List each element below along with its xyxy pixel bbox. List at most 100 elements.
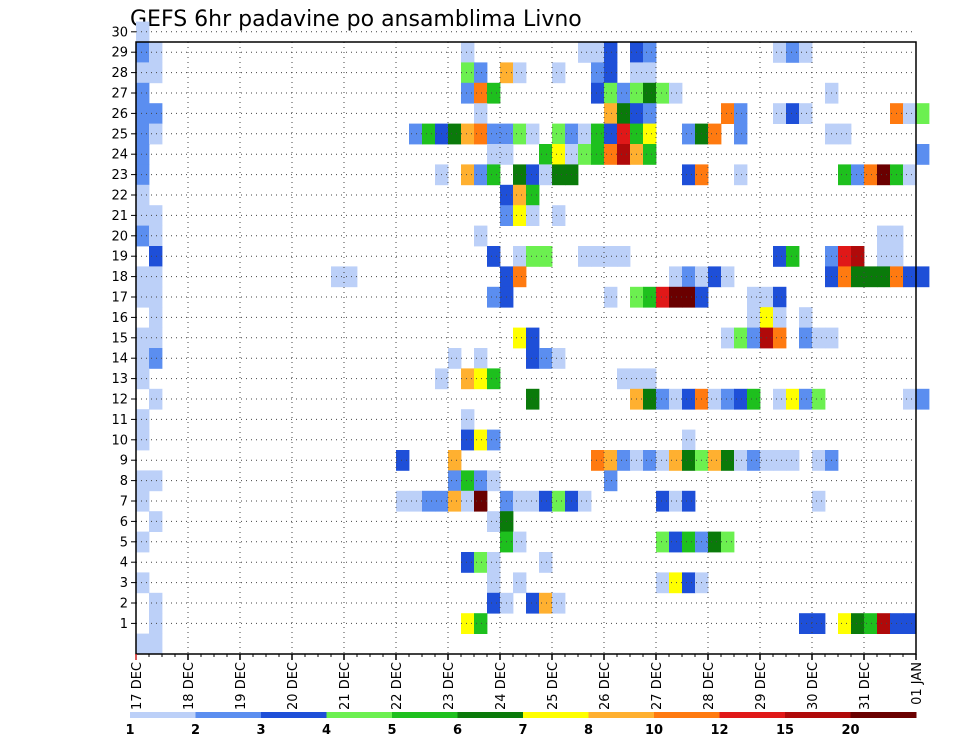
precip-cell <box>422 123 436 145</box>
precip-cell <box>149 286 163 308</box>
precip-cell <box>851 164 865 186</box>
y-tick-label: 4 <box>120 556 128 571</box>
precip-cell <box>474 348 488 369</box>
precip-cell <box>526 205 540 226</box>
precip-cell <box>916 103 930 124</box>
precip-cell <box>669 450 683 471</box>
precip-cell <box>656 490 670 512</box>
precip-cell <box>604 470 618 492</box>
precip-cell <box>682 123 696 145</box>
x-tick-label: 23 DEC <box>442 662 457 710</box>
y-axis: 1234567891011121314151617181920212223242… <box>111 25 136 632</box>
precip-cell <box>461 164 475 186</box>
precip-cell <box>149 225 163 247</box>
precip-cell <box>669 531 683 553</box>
precip-cell <box>877 613 891 634</box>
precip-cell <box>838 164 852 186</box>
precip-cell <box>903 103 917 124</box>
precip-cell <box>136 633 150 655</box>
precip-cell <box>851 613 865 634</box>
y-tick-label: 13 <box>111 372 128 387</box>
precip-cell <box>136 205 150 226</box>
y-tick-label: 23 <box>111 168 128 183</box>
precip-cell <box>149 470 163 492</box>
colorbar-segment <box>457 712 524 718</box>
precip-cell <box>708 266 722 288</box>
precip-cell <box>461 62 475 84</box>
precip-cell <box>149 123 163 145</box>
colorbar-label: 6 <box>453 723 462 738</box>
precip-cell <box>708 388 722 410</box>
precip-cell <box>643 123 657 145</box>
colorbar-segment <box>785 712 851 718</box>
precip-cell <box>487 470 501 492</box>
precip-cell <box>474 82 488 104</box>
precip-cell <box>487 164 501 186</box>
precip-cell <box>643 450 657 471</box>
precip-cell <box>643 103 657 124</box>
precip-cell <box>812 388 826 410</box>
precip-cell <box>734 164 748 186</box>
y-tick-label: 19 <box>111 250 128 265</box>
precip-cell <box>903 613 917 634</box>
precip-cell <box>812 613 826 634</box>
precip-cell <box>604 123 618 145</box>
precip-cell <box>149 246 163 267</box>
precip-cell <box>136 164 150 186</box>
precip-cell <box>916 144 930 165</box>
colorbar-segment <box>523 712 589 718</box>
precip-cell <box>786 450 800 471</box>
y-tick-label: 2 <box>120 597 128 612</box>
precip-cell <box>136 348 150 369</box>
precip-cell <box>474 368 488 390</box>
colorbar-segment <box>195 712 262 718</box>
precip-cell <box>136 103 150 124</box>
precip-cell <box>799 307 813 328</box>
precip-cell <box>656 82 670 104</box>
precip-cell <box>578 144 592 165</box>
precip-cell <box>461 123 475 145</box>
precip-cell <box>786 42 800 63</box>
precip-cell <box>344 266 358 288</box>
precip-cell <box>474 613 488 634</box>
y-tick-label: 17 <box>111 291 128 306</box>
precip-cell <box>669 286 683 308</box>
precip-cell <box>396 450 410 471</box>
precip-cell <box>747 388 761 410</box>
precip-cell <box>409 123 423 145</box>
colorbar-segment <box>654 712 720 718</box>
precip-cell <box>461 368 475 390</box>
precip-cell <box>526 184 540 206</box>
precip-cell <box>474 164 488 186</box>
precip-cell <box>604 144 618 165</box>
colorbar-label: 12 <box>710 723 728 738</box>
y-tick-label: 24 <box>111 148 128 163</box>
precip-cell <box>539 490 553 512</box>
precip-cell <box>331 266 345 288</box>
colorbar-segment <box>588 712 655 718</box>
precip-cell <box>669 82 683 104</box>
precip-cell <box>916 266 930 288</box>
precip-cell <box>799 388 813 410</box>
precip-cell <box>812 490 826 512</box>
y-tick-label: 5 <box>120 535 128 550</box>
precip-cell <box>513 164 527 186</box>
precip-cell <box>513 62 527 84</box>
precip-cell <box>149 62 163 84</box>
y-tick-label: 15 <box>111 331 128 346</box>
precip-cell <box>656 572 670 594</box>
precip-cell <box>136 266 150 288</box>
x-tick-label: 20 DEC <box>286 662 301 710</box>
precip-cell <box>903 164 917 186</box>
precip-cell <box>526 592 540 614</box>
precip-cell <box>604 42 618 63</box>
precip-cell <box>487 572 501 594</box>
colorbar-label: 2 <box>191 723 200 738</box>
precip-cell <box>136 429 150 451</box>
precip-cell <box>552 62 566 84</box>
precip-cell <box>877 266 891 288</box>
precip-cell <box>513 184 527 206</box>
precip-cell <box>643 388 657 410</box>
precip-cell <box>682 490 696 512</box>
precip-cell <box>656 531 670 553</box>
